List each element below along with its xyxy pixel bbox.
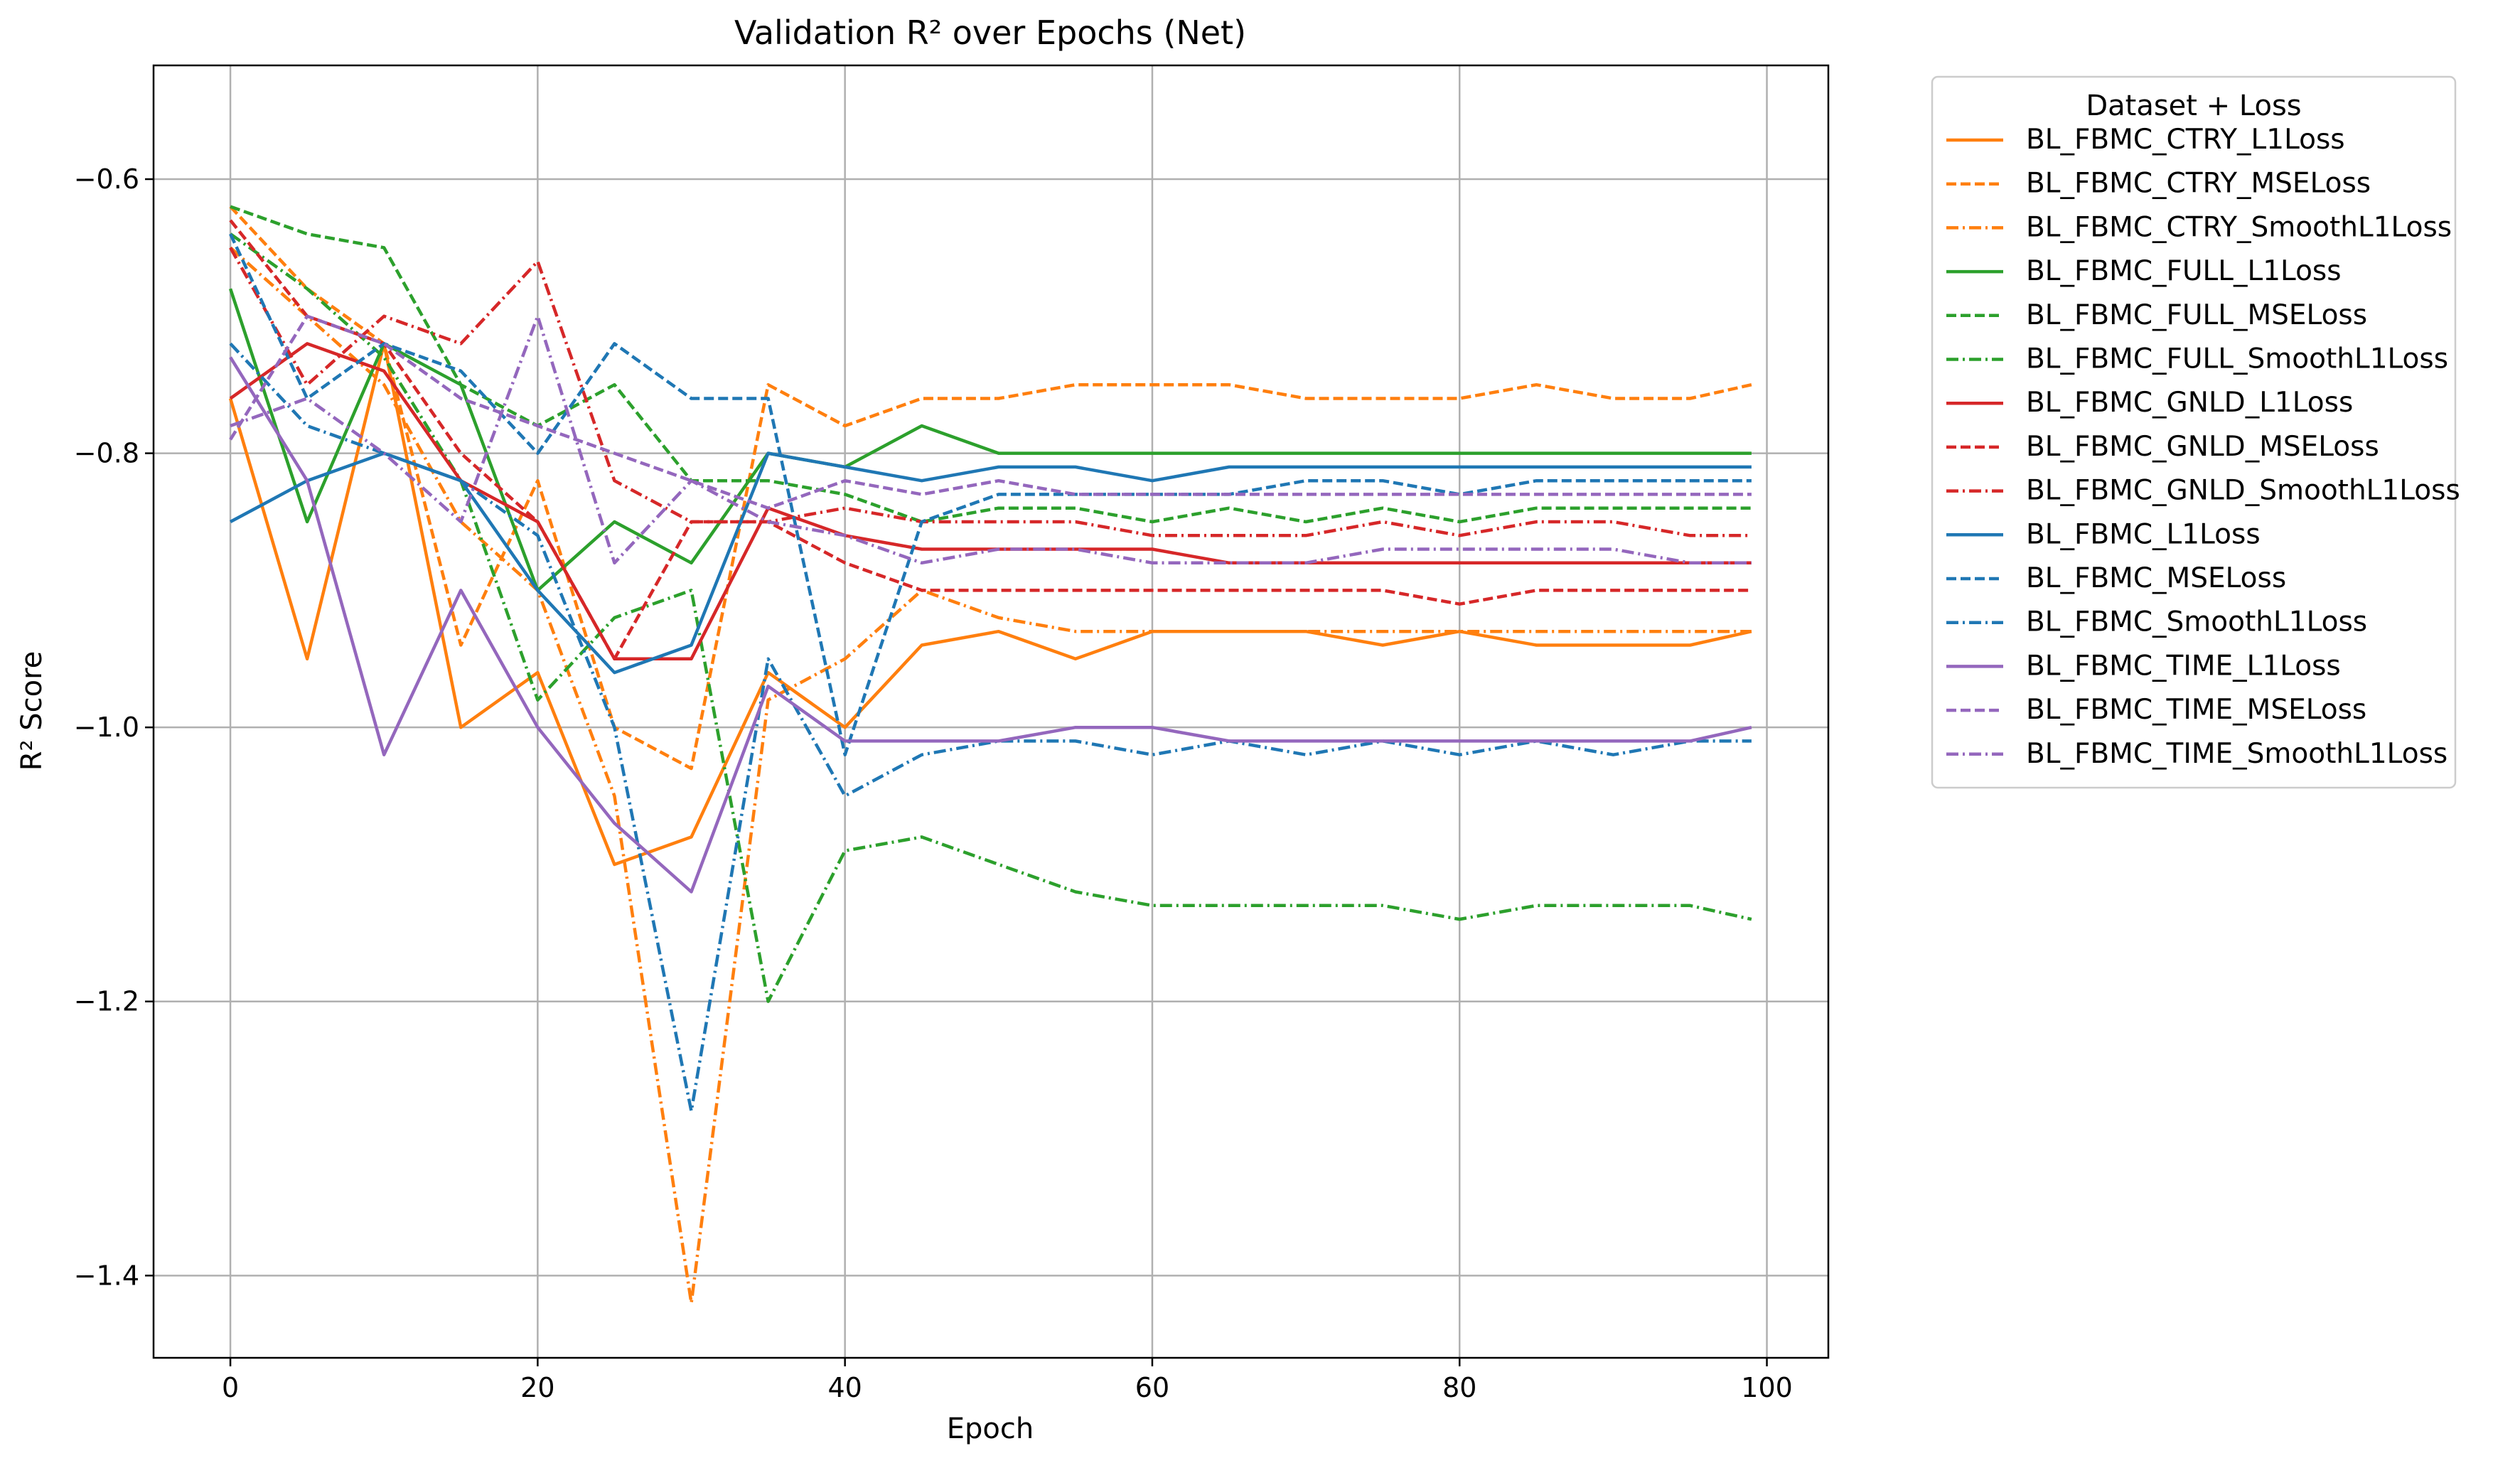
- legend-label-bl-fbmc-full-l1loss: BL_FBMC_FULL_L1Loss: [2026, 255, 2342, 287]
- legend: Dataset + Loss BL_FBMC_CTRY_L1LossBL_FBM…: [1931, 75, 2460, 789]
- legend-label-bl-fbmc-full-mseloss: BL_FBMC_FULL_MSELoss: [2026, 299, 2367, 331]
- y-tick-label: −1.4: [74, 1260, 139, 1291]
- y-tick-label: −1.0: [74, 712, 139, 743]
- legend-label-bl-fbmc-gnld-smoothl1loss: BL_FBMC_GNLD_SmoothL1Loss: [2026, 475, 2460, 507]
- x-tick-label: 0: [222, 1372, 239, 1403]
- x-tick-label: 80: [1442, 1372, 1476, 1403]
- series-line-bl-fbmc-gnld-smoothl1loss: [229, 247, 1752, 537]
- series-line-bl-fbmc-ctry-smoothl1loss: [229, 246, 1752, 1305]
- legend-label-bl-fbmc-mseloss: BL_FBMC_MSELoss: [2026, 562, 2286, 594]
- legend-label-bl-fbmc-ctry-smoothl1loss: BL_FBMC_CTRY_SmoothL1Loss: [2026, 211, 2452, 243]
- series-line-bl-fbmc-l1loss: [230, 451, 1752, 675]
- chart-title: Validation R² over Epochs (Net): [734, 14, 1246, 52]
- y-tick-label: −1.2: [74, 986, 139, 1017]
- legend-frame: [1931, 75, 2457, 789]
- axis-ticks: 0 20 40 60 80 100 −1.4 −1.2 −1.0 −0.8 −0.6: [74, 164, 1793, 1403]
- legend-title: Dataset + Loss: [2086, 90, 2301, 122]
- y-tick-label: −0.6: [74, 164, 139, 195]
- series-line-bl-fbmc-full-mseloss: [230, 205, 1752, 524]
- series-line-bl-fbmc-ctry-l1loss: [228, 342, 1752, 867]
- legend-label-bl-fbmc-gnld-l1loss: BL_FBMC_GNLD_L1Loss: [2026, 387, 2353, 419]
- legend-label-bl-fbmc-l1loss: BL_FBMC_L1Loss: [2026, 518, 2261, 550]
- y-tick-label: −0.8: [74, 438, 139, 469]
- legend-label-bl-fbmc-time-l1loss: BL_FBMC_TIME_L1Loss: [2026, 650, 2341, 682]
- legend-label-bl-fbmc-full-smoothl1loss: BL_FBMC_FULL_SmoothL1Loss: [2026, 343, 2448, 375]
- series-line-bl-fbmc-mseloss: [229, 233, 1752, 756]
- legend-label-bl-fbmc-time-smoothl1loss: BL_FBMC_TIME_SmoothL1Loss: [2026, 738, 2447, 770]
- legend-entries: BL_FBMC_CTRY_L1Loss BL_FBMC_CTRY_MSELoss B…: [1946, 124, 2460, 770]
- series-line-bl-fbmc-time-smoothl1loss: [230, 314, 1752, 565]
- legend-label-bl-fbmc-smoothl1loss: BL_FBMC_SmoothL1Loss: [2026, 606, 2367, 638]
- series-line-bl-fbmc-full-smoothl1loss: [229, 232, 1752, 1003]
- x-axis-label: Epoch: [947, 1413, 1034, 1445]
- series-line-bl-fbmc-ctry-mseloss: [229, 205, 1752, 771]
- plot-series: [228, 205, 1752, 1305]
- series-line-bl-fbmc-smoothl1loss: [229, 342, 1752, 1113]
- plot-area-frame: [152, 64, 1830, 1359]
- legend-label-bl-fbmc-ctry-l1loss: BL_FBMC_CTRY_L1Loss: [2026, 124, 2345, 156]
- x-tick-label: 40: [827, 1372, 862, 1403]
- series-line-bl-fbmc-gnld-mseloss: [229, 219, 1752, 661]
- legend-label-bl-fbmc-ctry-mseloss: BL_FBMC_CTRY_MSELoss: [2026, 168, 2371, 200]
- legend-label-bl-fbmc-time-mseloss: BL_FBMC_TIME_MSELoss: [2026, 694, 2366, 726]
- x-tick-label: 60: [1135, 1372, 1169, 1403]
- series-line-bl-fbmc-time-l1loss: [229, 356, 1752, 894]
- x-tick-label: 100: [1741, 1372, 1793, 1403]
- y-axis-label: R² Score: [16, 651, 48, 771]
- x-tick-label: 20: [520, 1372, 554, 1403]
- legend-label-bl-fbmc-gnld-mseloss: BL_FBMC_GNLD_MSELoss: [2026, 431, 2379, 463]
- series-line-bl-fbmc-time-mseloss: [229, 314, 1752, 510]
